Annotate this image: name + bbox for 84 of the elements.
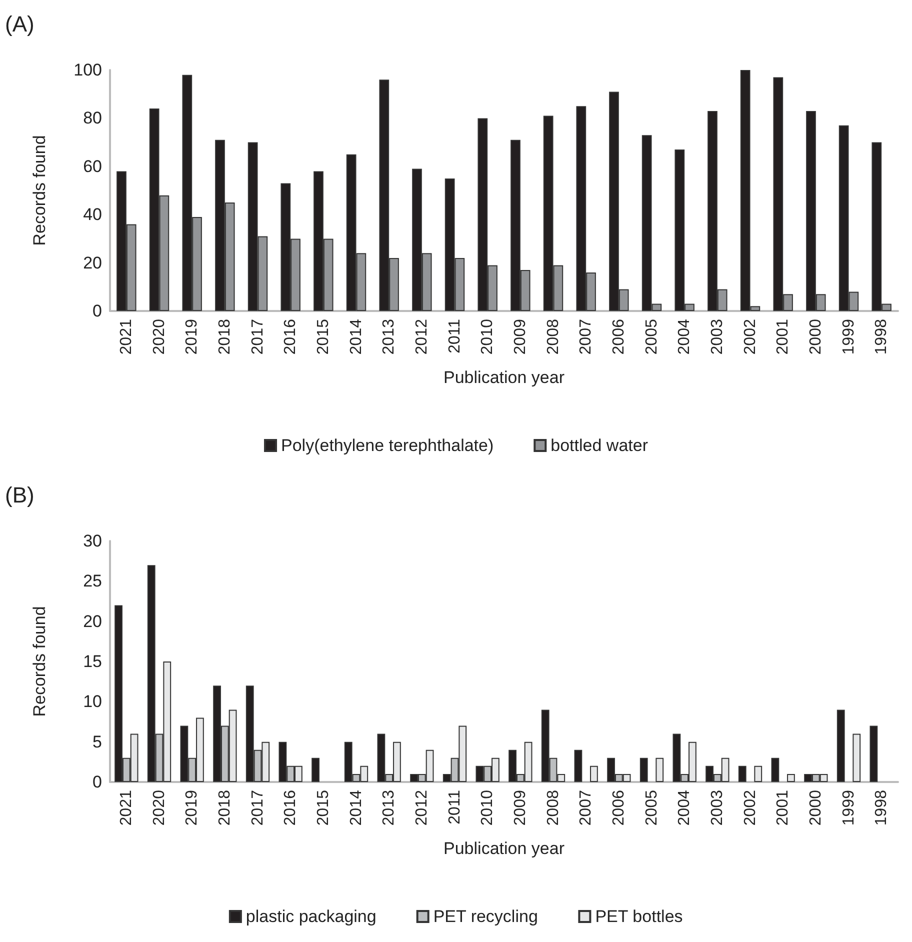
legend-label: PET recycling: [433, 907, 538, 926]
x-tick-label: 2002: [742, 790, 759, 826]
y-tick-label: 10: [83, 692, 102, 712]
x-tick-label: 2008: [544, 790, 562, 826]
bar: [870, 726, 878, 782]
bar: [312, 758, 320, 782]
y-tick-label: 25: [83, 572, 102, 591]
x-tick-label: 2014: [348, 790, 365, 826]
x-tick-label: 2012: [413, 790, 430, 826]
legend-label: bottled water: [550, 436, 648, 455]
x-tick-label: 2000: [807, 318, 824, 355]
x-tick-label: 2018: [216, 318, 234, 355]
y-axis-title: Records found: [30, 606, 49, 717]
x-tick-label: 2005: [643, 318, 660, 355]
x-tick-label: 2021: [118, 790, 135, 826]
x-tick-label: 2003: [708, 790, 726, 826]
x-tick-label: 2011: [446, 318, 464, 354]
x-tick-label: 2001: [774, 790, 792, 826]
bar: [836, 710, 845, 782]
x-tick-label: 1999: [840, 790, 858, 826]
chart-title: (A): [5, 12, 34, 36]
legend-label: Poly(ethylene terephthalate): [281, 436, 494, 455]
x-tick-label: 2000: [807, 790, 824, 826]
y-tick-label: 20: [83, 612, 102, 631]
x-tick-label: 2013: [380, 790, 398, 826]
x-axis-title: Publication year: [444, 839, 565, 858]
y-tick-label: 40: [83, 205, 102, 224]
x-tick-label: 1998: [873, 790, 890, 826]
x-tick-label: 2020: [150, 318, 168, 355]
x-axis-title: Publication year: [444, 368, 565, 387]
y-tick-label: 5: [92, 732, 102, 752]
y-tick-label: 60: [83, 156, 102, 176]
x-tick-label: 2013: [380, 318, 398, 355]
y-tick-label: 20: [83, 253, 102, 272]
x-tick-label: 2009: [512, 318, 529, 355]
x-tick-label: 2020: [150, 790, 168, 826]
x-tick-label: 2011: [446, 790, 464, 824]
x-tick-label: 2017: [249, 318, 266, 355]
x-tick-label: 2006: [610, 790, 628, 826]
bar: [656, 758, 664, 782]
x-tick-label: 2018: [216, 790, 234, 826]
x-tick-label: 2019: [184, 318, 201, 355]
x-tick-label: 2010: [479, 790, 496, 826]
y-tick-label: 0: [92, 772, 102, 792]
bar: [640, 758, 648, 782]
y-axis-title: Records found: [30, 135, 49, 246]
x-tick-label: 1998: [873, 318, 890, 355]
legend-label: plastic packaging: [246, 907, 376, 926]
x-tick-label: 2004: [676, 790, 694, 826]
x-tick-label: 2015: [314, 318, 332, 355]
x-tick-label: 2016: [282, 790, 300, 826]
y-tick-label: 0: [92, 302, 102, 320]
x-tick-label: 1999: [840, 318, 858, 355]
bar: [787, 774, 795, 782]
x-tick-label: 2004: [676, 318, 694, 355]
x-tick-label: 2006: [610, 318, 628, 355]
x-tick-label: 2003: [708, 318, 726, 355]
bar: [771, 758, 780, 782]
x-tick-label: 2017: [249, 790, 266, 826]
x-tick-label: 2007: [578, 790, 595, 826]
x-tick-label: 2016: [282, 318, 300, 355]
bar: [590, 766, 598, 782]
legend-label: PET bottles: [595, 907, 683, 926]
x-tick-label: 2015: [314, 790, 332, 826]
x-tick-label: 2007: [578, 318, 595, 355]
y-tick-label: 30: [83, 532, 102, 550]
x-tick-label: 2014: [348, 318, 365, 355]
chart-title: (B): [5, 482, 34, 508]
x-tick-label: 2012: [413, 318, 430, 355]
bar: [738, 766, 746, 782]
y-tick-label: 100: [74, 60, 102, 80]
x-tick-label: 2002: [742, 318, 759, 355]
x-tick-label: 2001: [774, 318, 792, 355]
y-tick-label: 15: [83, 652, 102, 671]
x-tick-label: 2008: [544, 318, 562, 355]
bar: [574, 750, 582, 782]
x-tick-label: 2019: [184, 790, 201, 826]
y-tick-label: 80: [83, 108, 102, 128]
x-tick-label: 2005: [643, 790, 660, 826]
x-tick-label: 2021: [118, 318, 135, 355]
bar: [852, 734, 861, 782]
bar: [754, 766, 762, 782]
x-tick-label: 2009: [512, 790, 529, 826]
x-tick-label: 2010: [479, 318, 496, 355]
